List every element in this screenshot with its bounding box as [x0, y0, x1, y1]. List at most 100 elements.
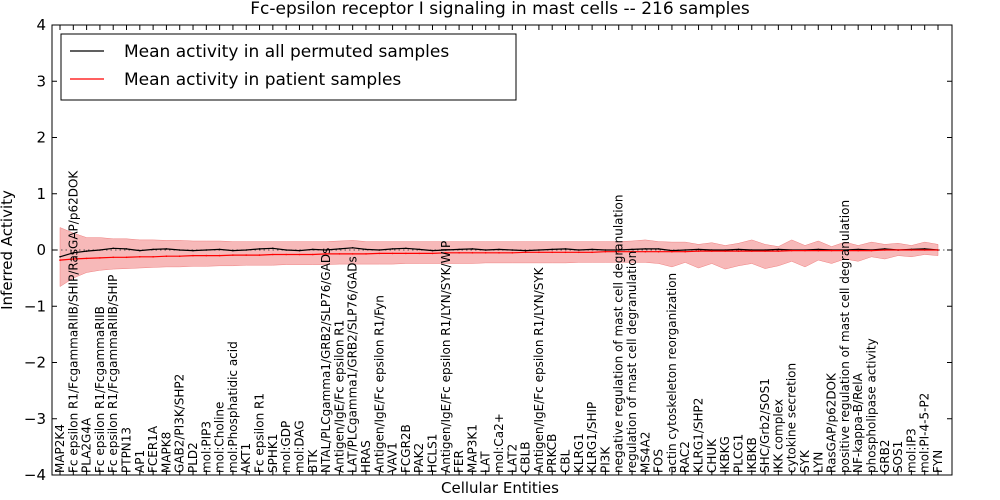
category-label: FYN	[931, 450, 945, 473]
category-label: KLRG1	[572, 433, 586, 473]
data-point-patient	[578, 251, 580, 254]
data-point-permuted	[564, 248, 567, 250]
data-point-permuted	[857, 248, 859, 251]
data-point-permuted	[751, 249, 753, 251]
category-label: AP1	[133, 450, 147, 473]
data-point-patient	[365, 253, 367, 255]
category-label: CBLB	[519, 441, 533, 473]
data-point-patient	[724, 250, 726, 252]
category-label: mol:Choline	[213, 402, 227, 473]
category-label: AKT1	[239, 443, 253, 473]
data-point-permuted	[604, 249, 607, 251]
data-point-patient	[538, 251, 540, 254]
data-point-patient	[312, 253, 314, 256]
data-point-permuted	[59, 255, 61, 258]
data-point-permuted	[817, 248, 820, 251]
data-point-permuted	[338, 248, 341, 250]
data-point-patient	[338, 253, 341, 255]
category-label: FOS	[652, 449, 666, 473]
data-point-patient	[790, 249, 793, 252]
data-point-patient	[378, 252, 381, 255]
category-label: MAP2K4	[53, 424, 67, 473]
y-tick-label: −3	[24, 410, 46, 428]
data-point-permuted	[272, 247, 274, 250]
data-point-permuted	[298, 249, 301, 252]
data-point-patient	[205, 254, 208, 257]
y-tick-label: 1	[36, 185, 46, 203]
data-point-patient	[830, 249, 833, 252]
data-point-permuted	[644, 248, 647, 250]
data-point-permuted	[737, 248, 740, 251]
data-point-patient	[511, 252, 514, 254]
data-point-patient	[445, 252, 447, 254]
category-label: mol:GDP	[279, 421, 293, 473]
data-point-patient	[657, 250, 660, 253]
patient-spread-band	[59, 227, 939, 288]
category-label: GRB2	[878, 439, 892, 473]
category-label: MAP3K1	[465, 424, 479, 473]
data-point-permuted	[471, 248, 474, 250]
category-label: IKK complex	[771, 399, 785, 473]
data-point-patient	[298, 253, 301, 256]
data-point-patient	[591, 251, 593, 254]
y-tick-label: 4	[36, 16, 46, 34]
data-point-permuted	[538, 249, 540, 251]
category-label: FCGR2B	[399, 424, 413, 473]
data-point-patient	[684, 250, 686, 253]
category-label: SHC/Grb2/SOS1	[758, 378, 772, 473]
data-point-patient	[498, 252, 500, 254]
category-label: MAPK8	[159, 432, 173, 473]
data-point-patient	[152, 255, 154, 258]
data-point-patient	[631, 250, 633, 253]
category-label: Fc epsilon R1/FcgammaRIIB	[93, 306, 107, 473]
data-point-patient	[285, 253, 288, 256]
category-label: BTK	[306, 448, 320, 473]
data-point-permuted	[578, 249, 580, 251]
data-point-permuted	[232, 249, 234, 252]
data-point-patient	[112, 256, 114, 259]
legend-box	[60, 33, 517, 101]
category-label: PLCG1	[732, 434, 746, 473]
data-point-permuted	[484, 249, 487, 251]
data-point-patient	[458, 252, 460, 254]
category-label: Fc epsilon R1	[253, 393, 267, 473]
data-point-patient	[524, 251, 527, 254]
data-point-permuted	[671, 249, 673, 252]
data-point-permuted	[418, 248, 421, 251]
data-point-patient	[192, 254, 194, 257]
data-point-permuted	[431, 249, 434, 252]
data-point-permuted	[923, 248, 926, 250]
data-point-patient	[897, 249, 899, 251]
data-point-permuted	[285, 249, 288, 251]
data-point-patient	[351, 253, 354, 255]
category-label: RasGAP/p62DOK	[825, 372, 839, 473]
data-point-patient	[391, 252, 394, 255]
category-label: PRKCB	[545, 434, 559, 473]
category-label: mol:Ca2+	[492, 413, 506, 473]
data-point-patient	[910, 249, 913, 251]
category-label: mol:PI-4-5-P2	[918, 393, 932, 473]
data-point-patient	[405, 252, 407, 255]
data-point-patient	[604, 250, 607, 253]
category-label: LAT	[479, 451, 493, 473]
data-point-patient	[418, 252, 421, 255]
category-label: KLRG1/SHP2	[692, 398, 706, 473]
category-label: PTPN13	[120, 427, 134, 473]
data-point-patient	[258, 254, 261, 256]
data-point-patient	[431, 252, 434, 255]
category-label: Antigen/IgE/Fc epsilon R1/LYN/SYK	[532, 266, 546, 473]
data-point-patient	[923, 249, 926, 251]
data-point-permuted	[405, 247, 407, 250]
data-point-permuted	[617, 249, 620, 251]
data-point-patient	[617, 250, 620, 253]
data-point-patient	[937, 249, 939, 251]
data-point-patient	[272, 253, 274, 256]
data-point-patient	[59, 259, 61, 261]
data-point-permuted	[165, 248, 168, 250]
data-point-permuted	[684, 249, 686, 251]
data-point-patient	[125, 256, 128, 259]
data-point-patient	[844, 249, 846, 252]
data-point-patient	[804, 249, 806, 252]
data-point-permuted	[312, 248, 314, 251]
data-point-permuted	[139, 249, 141, 252]
